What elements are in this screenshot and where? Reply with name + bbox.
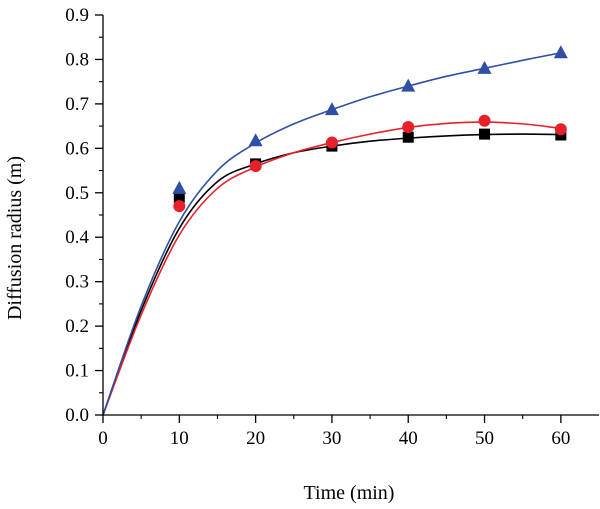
triangle-point (324, 102, 339, 116)
circle-point (325, 136, 338, 149)
circle-point (478, 114, 491, 127)
x-tick-label: 50 (475, 428, 494, 449)
x-tick-label: 20 (246, 428, 265, 449)
circle-point (173, 200, 186, 213)
fit-line-circles (102, 121, 561, 416)
square-point (173, 191, 185, 203)
ticks: 0 10 20 30 40 50 60 0.0 0.1 0.2 0.3 0.4 0.5 0.6 0.7 0.8… (65, 5, 570, 449)
circle-point (402, 121, 415, 133)
y-tick-label: 0.9 (65, 5, 89, 26)
triangle-point (477, 60, 492, 74)
y-tick-label: 0.3 (65, 272, 89, 293)
y-tick-label: 0.7 (65, 94, 89, 115)
circle-point (249, 160, 262, 173)
x-tick-label: 10 (170, 428, 189, 449)
y-tick-label: 0.8 (65, 49, 89, 70)
y-tick-label: 0.0 (65, 405, 89, 426)
y-tick-label: 0.6 (65, 138, 89, 159)
x-tick-label: 40 (399, 428, 418, 449)
y-axis-title: Diffusion radius (m) (4, 156, 26, 320)
fit-line-squares (102, 133, 561, 416)
triangle-point (248, 133, 263, 147)
y-tick-label: 0.4 (65, 227, 89, 248)
x-axis-title: Time (min) (304, 482, 395, 504)
triangle-point (172, 180, 187, 194)
y-tick-label: 0.1 (65, 361, 89, 382)
data-points (172, 45, 568, 213)
x-tick-label: 30 (322, 428, 341, 449)
triangle-point (401, 78, 416, 92)
axes (102, 15, 599, 416)
y-tick-label: 0.2 (65, 316, 89, 337)
square-point (402, 131, 414, 143)
triangle-point (553, 45, 568, 59)
circle-point (554, 123, 567, 136)
x-tick-label: 0 (98, 428, 108, 449)
y-tick-label: 0.5 (65, 183, 89, 204)
x-tick-label: 60 (551, 428, 570, 449)
square-point (479, 128, 491, 140)
